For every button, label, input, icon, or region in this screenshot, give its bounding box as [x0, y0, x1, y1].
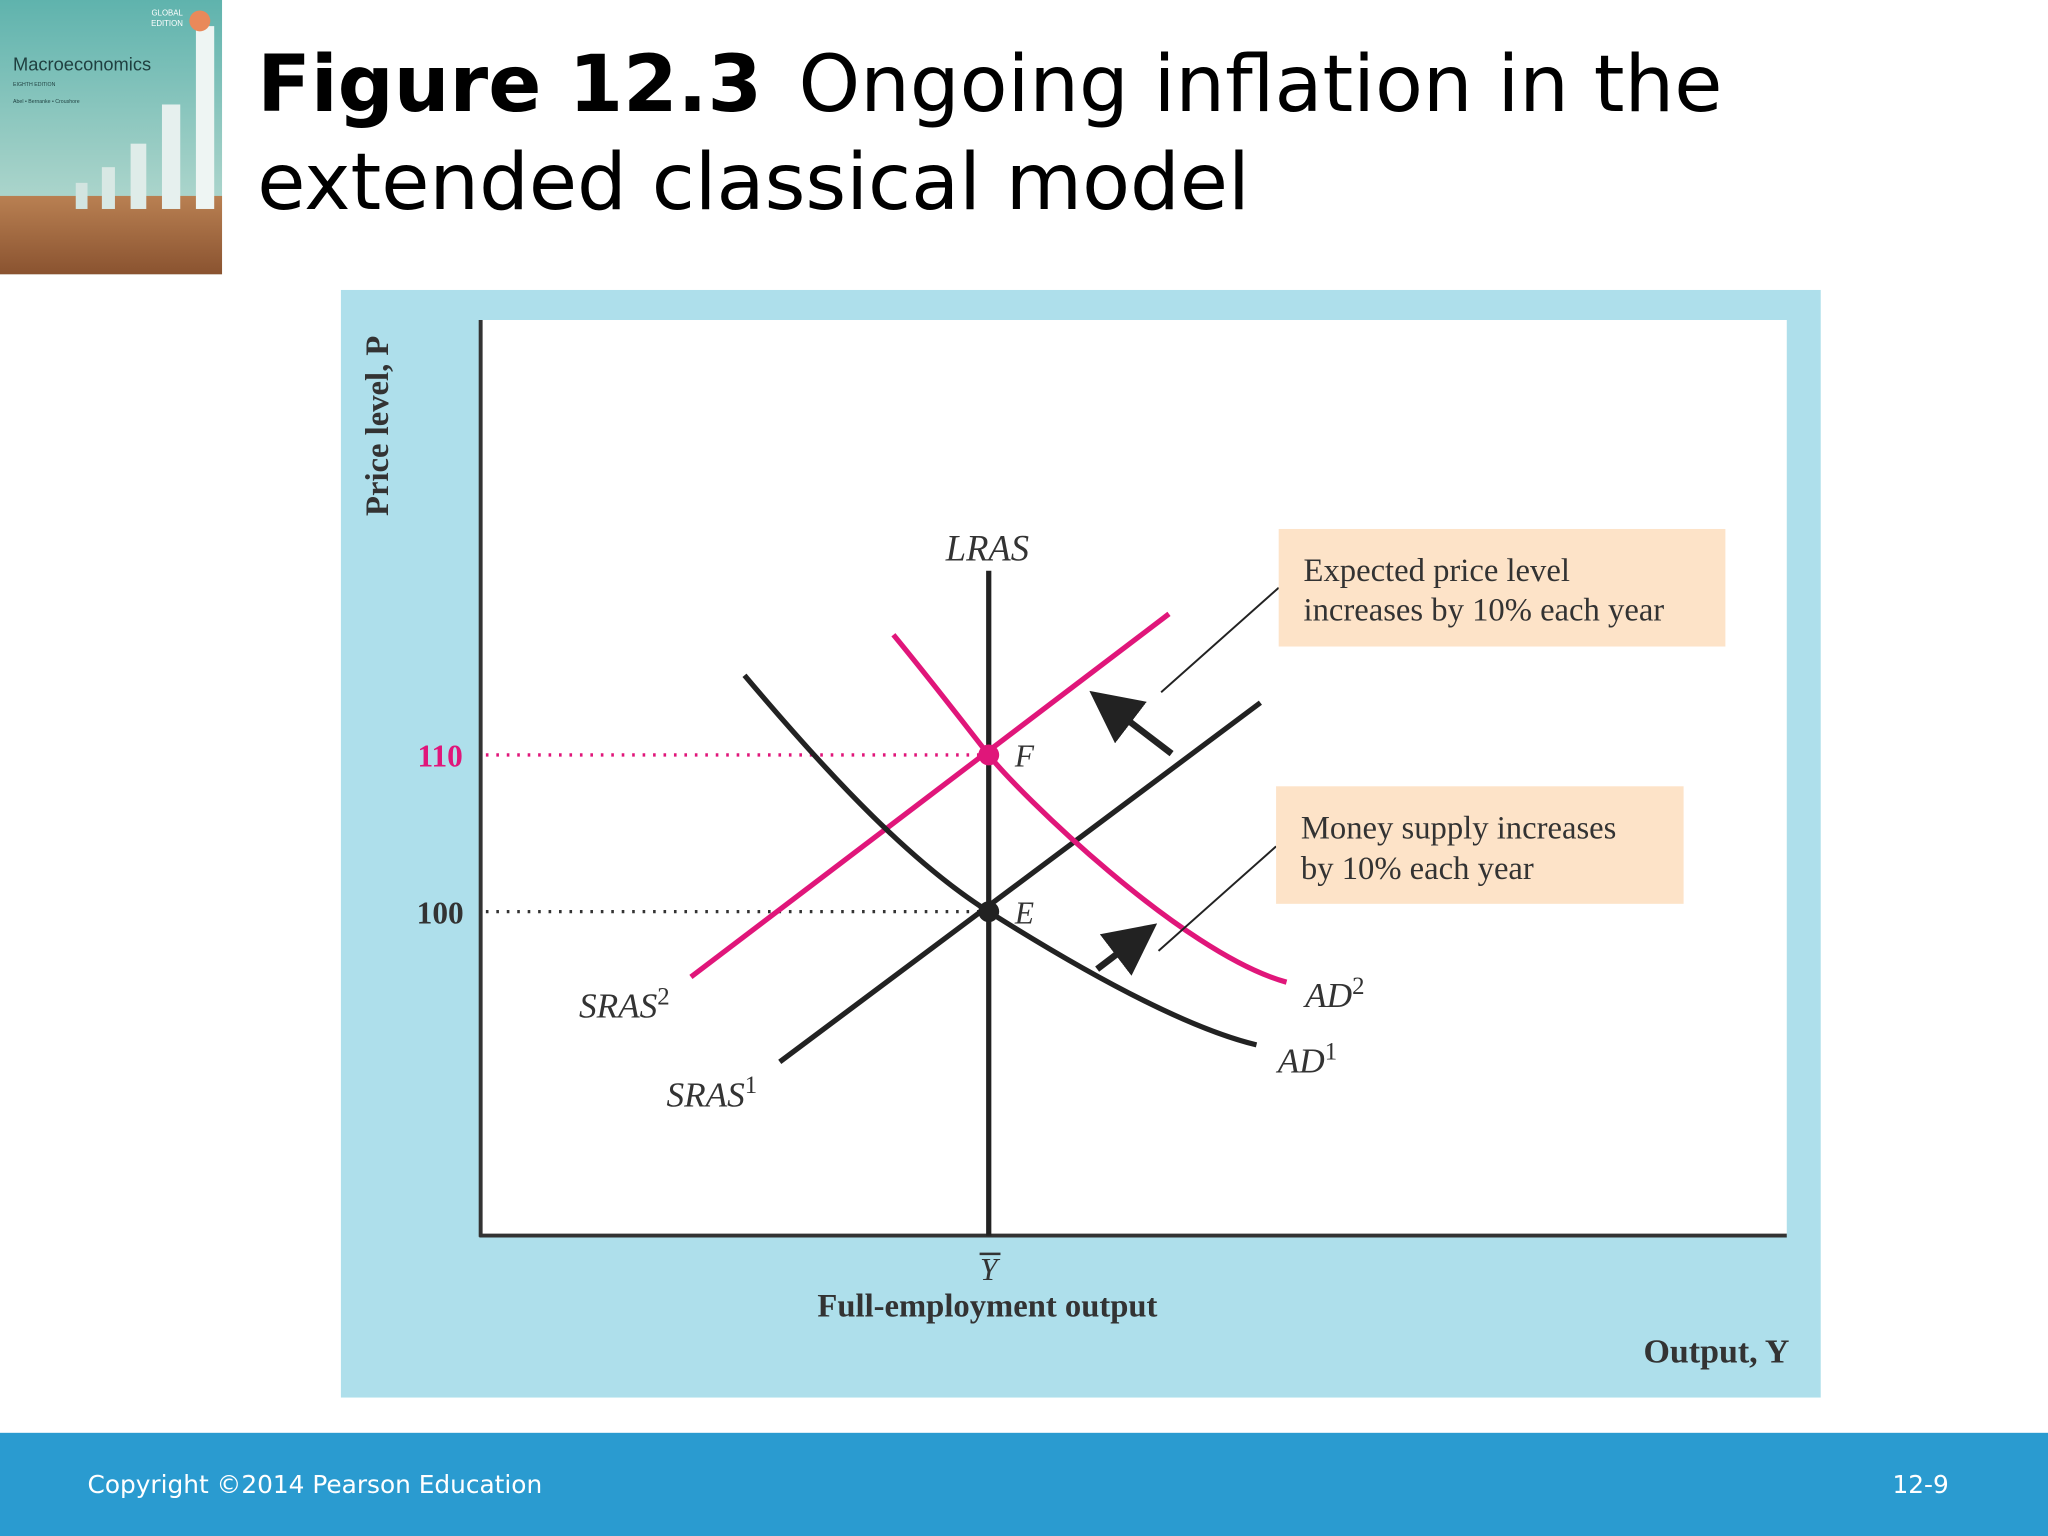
note-text: Money supply increases	[1301, 811, 1616, 847]
shift-arrow	[1095, 923, 1158, 976]
cover-authors: Abel • Bernanke • Croushore	[13, 99, 80, 105]
cover-edition: EIGHTH EDITION	[13, 82, 56, 88]
lras-label: LRAS	[945, 527, 1029, 568]
cover-bar	[75, 182, 88, 209]
curve-name: AD	[1276, 1041, 1325, 1080]
ad2-curve	[891, 633, 1288, 985]
diagram: Price level, P Output, Y Y Full-employme…	[340, 289, 1821, 1398]
sras1-curve	[778, 700, 1262, 1064]
book-cover: GLOBAL EDITION Macroeconomics EIGHTH EDI…	[0, 0, 223, 275]
note-leader	[1160, 587, 1280, 693]
figure-number: Figure 12.3	[257, 39, 762, 130]
curve-name: SRAS	[666, 1075, 745, 1114]
curve-name: AD	[1303, 976, 1352, 1015]
curve-sup: 1	[745, 1072, 757, 1099]
curve-name: SRAS	[579, 986, 658, 1025]
page-number: 12-9	[1892, 1470, 1948, 1499]
cover-badge-text: EDITION	[151, 19, 183, 28]
cover-badge-text: GLOBAL	[152, 9, 184, 18]
ad2-label: AD2	[1303, 973, 1364, 1015]
curve-sup: 1	[1325, 1038, 1337, 1065]
title-line: extended classical model	[257, 137, 1249, 228]
full-employment-symbol: Y	[980, 1252, 1001, 1287]
cover-bar	[101, 167, 115, 209]
sras1-label: SRAS1	[666, 1072, 757, 1114]
point-f	[978, 744, 1000, 766]
plot-area	[480, 320, 1787, 1236]
shift-arrow	[1089, 690, 1174, 757]
note-leader	[1157, 845, 1277, 952]
point-label: E	[1014, 895, 1034, 930]
footer-bar	[0, 1432, 2048, 1536]
note-box	[1276, 786, 1684, 904]
curve-sup: 2	[1352, 973, 1364, 1000]
cover-bar	[195, 26, 215, 209]
note-text: Expected price level	[1304, 553, 1570, 589]
curve-sup: 2	[657, 983, 669, 1010]
x-axis-label: Output, Y	[1644, 1333, 1790, 1370]
cover-title: Macroeconomics	[13, 54, 151, 75]
note-box	[1278, 528, 1726, 647]
cover-badge	[189, 10, 211, 32]
slide-title: Figure 12.3 Ongoing inflation in the	[257, 39, 1722, 130]
sras2-curve	[689, 611, 1171, 980]
cover-bar	[161, 104, 181, 209]
price-level-label: 110	[418, 739, 463, 774]
note-text: increases by 10% each year	[1304, 592, 1665, 628]
copyright: Copyright ©2014 Pearson Education	[88, 1470, 543, 1499]
ad1-label: AD1	[1276, 1038, 1337, 1080]
cover-bar	[130, 143, 147, 209]
full-employment-label: Full-employment output	[817, 1289, 1157, 1325]
sras2-label: SRAS2	[579, 983, 670, 1025]
point-e	[978, 901, 1000, 923]
note-text: by 10% each year	[1301, 851, 1534, 887]
title-line: Ongoing inflation in the	[799, 39, 1723, 130]
point-label: F	[1014, 739, 1035, 774]
y-axis-label: Price level, P	[360, 336, 396, 516]
price-level-label: 100	[417, 895, 464, 930]
